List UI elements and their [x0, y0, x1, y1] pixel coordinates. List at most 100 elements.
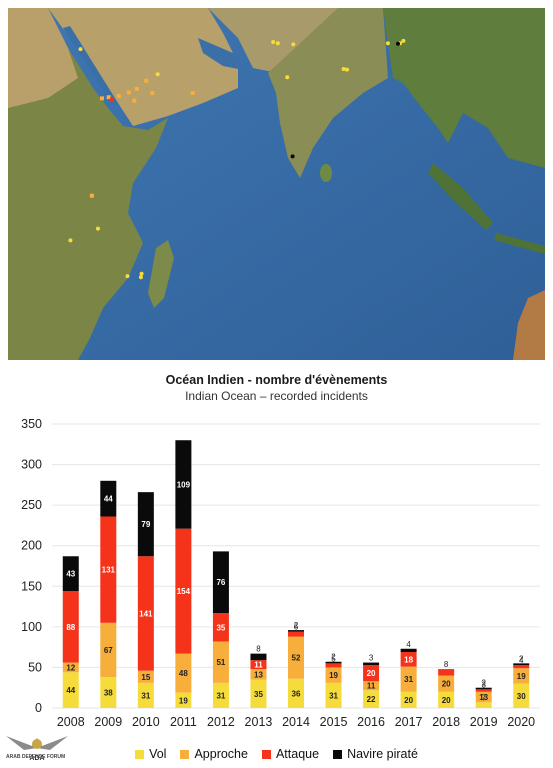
data-label: 31 — [329, 691, 338, 700]
bar-segment — [212, 551, 229, 614]
x-tick-label: 2012 — [207, 715, 235, 729]
bar-segment — [288, 636, 304, 679]
sri-lanka — [320, 164, 332, 182]
x-tick-label: 2016 — [357, 715, 385, 729]
data-label: 4 — [406, 640, 411, 649]
map-marker-approche — [150, 91, 155, 96]
data-label: 11 — [254, 661, 263, 670]
map-marker-navire — [395, 41, 400, 46]
legend-swatch-vol — [135, 749, 145, 759]
bar-segment — [100, 622, 117, 678]
bar-segment — [100, 480, 117, 517]
data-label: 43 — [66, 570, 75, 579]
bar-segment — [513, 663, 530, 665]
y-tick-label: 350 — [21, 417, 42, 431]
x-tick-label: 2013 — [245, 715, 273, 729]
incident-markers — [68, 38, 406, 280]
map-marker-vol — [139, 271, 144, 276]
data-label: 20 — [404, 696, 413, 705]
stacked-bar-chart: 0501001502002503003504412884320083867131… — [21, 417, 540, 729]
data-label: 79 — [141, 520, 150, 529]
x-tick-label: 2009 — [94, 715, 122, 729]
data-label: 4 — [519, 656, 524, 665]
bar-segment — [475, 689, 492, 692]
data-label: 5 — [331, 654, 336, 663]
y-tick-label: 150 — [21, 579, 42, 593]
map-marker-approche — [126, 90, 131, 95]
data-label: 35 — [216, 623, 225, 632]
data-label: 44 — [66, 686, 75, 695]
legend-swatch-approche — [180, 749, 190, 759]
map-marker-vol — [78, 47, 83, 52]
bar-segment — [513, 683, 530, 708]
data-label: 36 — [292, 689, 301, 698]
bar-segment — [400, 666, 417, 692]
x-tick-label: 2014 — [282, 715, 310, 729]
data-label: 7 — [481, 693, 486, 702]
bar-segment — [137, 556, 154, 671]
bar-segment — [513, 668, 530, 684]
data-label: 3 — [481, 680, 486, 689]
data-label: 19 — [179, 696, 188, 705]
data-label: 8 — [444, 660, 449, 669]
bar-segment — [475, 702, 492, 708]
chart-title: Océan Indien - nombre d'évènements — [165, 373, 388, 387]
map-marker-navire — [290, 154, 295, 159]
map-marker-vol — [275, 41, 280, 46]
x-tick-label: 2017 — [395, 715, 423, 729]
data-label: 44 — [104, 495, 113, 504]
bar-segment — [62, 556, 79, 592]
x-tick-label: 2008 — [57, 715, 85, 729]
data-label: 11 — [367, 682, 376, 691]
legend-swatch-attaque — [261, 749, 271, 759]
data-label: 19 — [517, 672, 526, 681]
bar-segment — [212, 641, 229, 683]
sahara-area — [8, 8, 78, 108]
data-label: 2 — [481, 679, 486, 688]
y-tick-label: 300 — [21, 458, 42, 472]
bar-segment — [325, 667, 342, 683]
bar-segment — [175, 528, 192, 654]
legend-item-attaque: Attaque — [261, 747, 319, 761]
x-tick-label: 2018 — [432, 715, 460, 729]
bar-segment — [288, 631, 304, 637]
bar-segment — [137, 492, 154, 557]
x-tick-label: 2015 — [320, 715, 348, 729]
data-label: 8 — [256, 645, 261, 654]
bar-segment — [475, 691, 492, 703]
data-label: 20 — [442, 696, 451, 705]
data-label: 48 — [179, 669, 188, 678]
data-label: 18 — [404, 655, 413, 664]
bar-segment — [363, 681, 380, 691]
y-tick-label: 250 — [21, 498, 42, 512]
sumatra — [428, 163, 493, 230]
bar-segment — [400, 691, 417, 708]
chart-subtitle: Indian Ocean – recorded incidents — [185, 389, 368, 403]
data-label: 13 — [254, 670, 263, 679]
data-label: 51 — [216, 658, 225, 667]
bar-segment — [475, 687, 492, 690]
map-marker-vol — [68, 238, 73, 243]
bar-segment — [62, 672, 79, 708]
chart-titles: Océan Indien - nombre d'évènements India… — [0, 372, 553, 404]
bar-segment — [288, 630, 304, 632]
map-marker-vol — [285, 75, 290, 80]
map-marker-approche — [89, 193, 94, 198]
map-marker-attaque — [110, 97, 115, 102]
legend-item-approche: Approche — [180, 747, 248, 761]
map-marker-vol — [125, 274, 130, 279]
logo-emblem — [32, 739, 42, 749]
data-label: 6 — [294, 623, 299, 632]
map-marker-approche — [106, 95, 111, 100]
southeast-asia-landmass — [383, 8, 545, 168]
legend-label-approche: Approche — [194, 747, 248, 761]
x-tick-label: 2011 — [170, 715, 197, 729]
map-marker-approche — [99, 96, 104, 101]
data-label: 31 — [141, 691, 150, 700]
india-landmass — [268, 8, 388, 178]
bar-segment — [100, 516, 117, 623]
data-label: 13 — [479, 693, 488, 702]
bar-segment — [438, 675, 455, 692]
data-label: 2 — [294, 621, 299, 630]
map-marker-approche — [132, 98, 137, 103]
